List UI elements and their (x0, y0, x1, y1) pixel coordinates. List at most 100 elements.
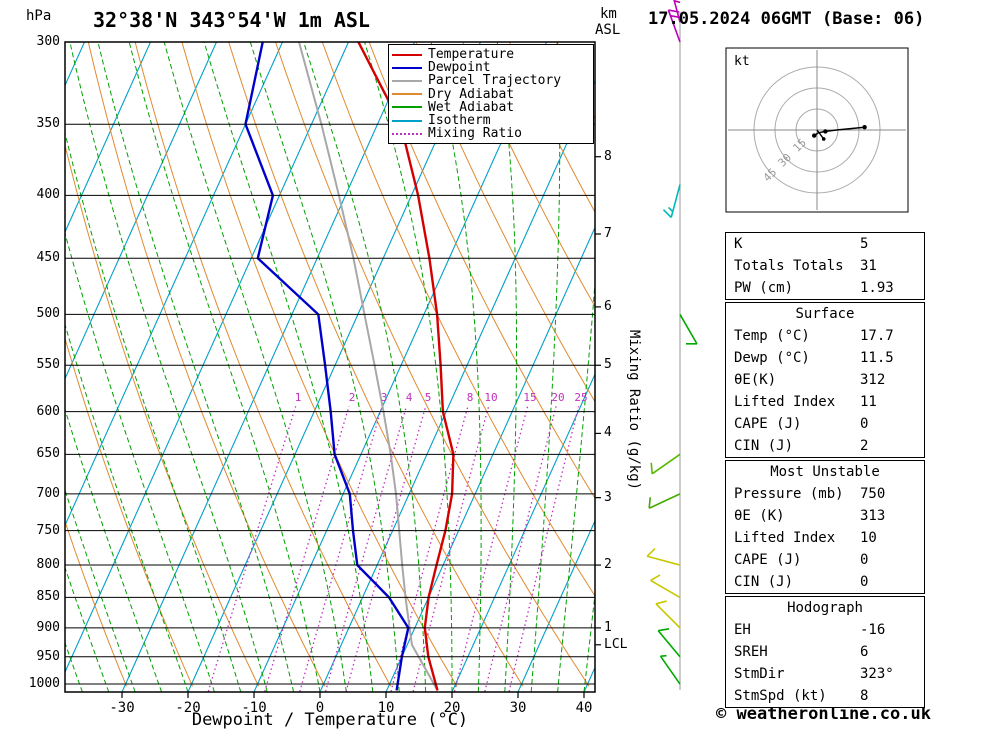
stat-value: 750 (860, 483, 916, 505)
mixing-ratio-value-label: 1 (295, 391, 302, 404)
pressure-tick-label: 500 (22, 306, 60, 321)
pressure-tick-label: 650 (22, 446, 60, 461)
km-tick-label: 8 (604, 149, 612, 164)
km-tick-label: 2 (604, 557, 612, 572)
legend-swatch (392, 93, 422, 95)
temp-axis-ticks (122, 692, 584, 698)
legend-swatch (392, 80, 422, 82)
pressure-tick-label: 750 (22, 523, 60, 538)
legend-item: Mixing Ratio (392, 127, 593, 140)
pressure-tick-label: 900 (22, 620, 60, 635)
most-unstable-table-rows: Pressure (mb)750θE (K)313Lifted Index10C… (726, 483, 924, 593)
stat-value: -16 (860, 619, 916, 641)
dewpoint-curve (246, 42, 409, 690)
pressure-tick-label: 850 (22, 589, 60, 604)
hodograph-unit-label: kt (734, 54, 750, 69)
stat-row: CAPE (J)0 (726, 413, 924, 435)
hodograph-table-rows: EH-16SREH6StmDir323°StmSpd (kt)8 (726, 619, 924, 707)
pressure-tick-label: 800 (22, 557, 60, 572)
sounding-page: Mixing Ratio (g/kg)153045 hPa 32°38'N 34… (0, 0, 1000, 733)
stat-value: 31 (860, 255, 916, 277)
stat-label: θE (K) (734, 505, 860, 527)
legend: TemperatureDewpointParcel TrajectoryDry … (388, 44, 594, 144)
mixing-ratio-value-label: 20 (551, 391, 564, 404)
legend-item: Dry Adiabat (392, 88, 593, 101)
stat-label: K (734, 233, 860, 255)
stat-value: 313 (860, 505, 916, 527)
stat-value: 0 (860, 549, 916, 571)
temp-tick-label: -10 (232, 700, 276, 716)
stat-label: Totals Totals (734, 255, 860, 277)
legend-label: Mixing Ratio (428, 126, 522, 141)
asl-axis-unit: ASL (595, 22, 620, 38)
storm-motion-dot (822, 137, 826, 141)
stat-label: Dewp (°C) (734, 347, 860, 369)
mixing-ratio-value-label: 4 (406, 391, 413, 404)
datetime-label: 17.05.2024 06GMT (Base: 06) (648, 9, 924, 29)
temp-tick-label: -20 (166, 700, 210, 716)
hodograph-panel: 153045 (726, 48, 908, 212)
stat-row: Lifted Index10 (726, 527, 924, 549)
pressure-axis-unit: hPa (26, 8, 51, 24)
km-axis-unit: km (600, 6, 617, 22)
legend-item: Isotherm (392, 114, 593, 127)
stat-row: StmDir323° (726, 663, 924, 685)
temp-tick-label: -30 (100, 700, 144, 716)
stat-row: SREH6 (726, 641, 924, 663)
km-tick-label: 7 (604, 226, 612, 241)
pressure-tick-label: 600 (22, 404, 60, 419)
hodograph-trace-dot (862, 125, 866, 129)
wind-barb-column (647, 0, 697, 690)
legend-item: Wet Adiabat (392, 101, 593, 114)
legend-swatch (392, 106, 422, 108)
stat-label: Pressure (mb) (734, 483, 860, 505)
hodograph-table-title: Hodograph (726, 597, 924, 619)
hodograph-trace-dot (812, 133, 816, 137)
stat-value: 11.5 (860, 347, 916, 369)
stat-row: Temp (°C)17.7 (726, 325, 924, 347)
hodograph-table: Hodograph EH-16SREH6StmDir323°StmSpd (kt… (725, 596, 925, 708)
stat-label: CIN (J) (734, 435, 860, 457)
stat-label: CIN (J) (734, 571, 860, 593)
stat-value: 10 (860, 527, 916, 549)
legend-item: Dewpoint (392, 61, 593, 74)
km-tick-label: 5 (604, 357, 612, 372)
stat-label: Lifted Index (734, 391, 860, 413)
stat-value: 11 (860, 391, 916, 413)
temp-tick-label: 30 (496, 700, 540, 716)
legend-item: Parcel Trajectory (392, 74, 593, 87)
stat-row: CIN (J)0 (726, 571, 924, 593)
stat-label: Temp (°C) (734, 325, 860, 347)
legend-swatch (392, 54, 422, 56)
indices-table: K5Totals Totals31PW (cm)1.93 (725, 232, 925, 300)
pressure-tick-label: 300 (22, 34, 60, 49)
most-unstable-table: Most Unstable Pressure (mb)750θE (K)313L… (725, 460, 925, 594)
stat-label: CAPE (J) (734, 549, 860, 571)
stat-value: 2 (860, 435, 916, 457)
pressure-tick-label: 400 (22, 187, 60, 202)
stat-value: 0 (860, 413, 916, 435)
mixing-ratio-value-label: 8 (467, 391, 474, 404)
legend-swatch (392, 133, 422, 135)
mixing-ratio-axis-label: Mixing Ratio (g/kg) (626, 330, 642, 490)
km-tick-label: 1 (604, 620, 612, 635)
stat-label: StmSpd (kt) (734, 685, 860, 707)
stat-row: Dewp (°C)11.5 (726, 347, 924, 369)
legend-item: Temperature (392, 48, 593, 61)
pressure-tick-label: 950 (22, 649, 60, 664)
lcl-label: LCL (604, 637, 627, 652)
stat-label: θE(K) (734, 369, 860, 391)
mixing-ratio-value-label: 3 (381, 391, 388, 404)
pressure-tick-label: 350 (22, 116, 60, 131)
legend-swatch (392, 120, 422, 122)
stat-label: SREH (734, 641, 860, 663)
mixing-ratio-value-label: 5 (425, 391, 432, 404)
legend-swatch (392, 67, 422, 69)
hodograph-trace-dot (823, 129, 827, 133)
stat-row: Lifted Index11 (726, 391, 924, 413)
stat-label: Lifted Index (734, 527, 860, 549)
mixing-ratio-value-label: 25 (574, 391, 587, 404)
stat-row: CAPE (J)0 (726, 549, 924, 571)
temp-tick-label: 10 (364, 700, 408, 716)
stat-value: 312 (860, 369, 916, 391)
